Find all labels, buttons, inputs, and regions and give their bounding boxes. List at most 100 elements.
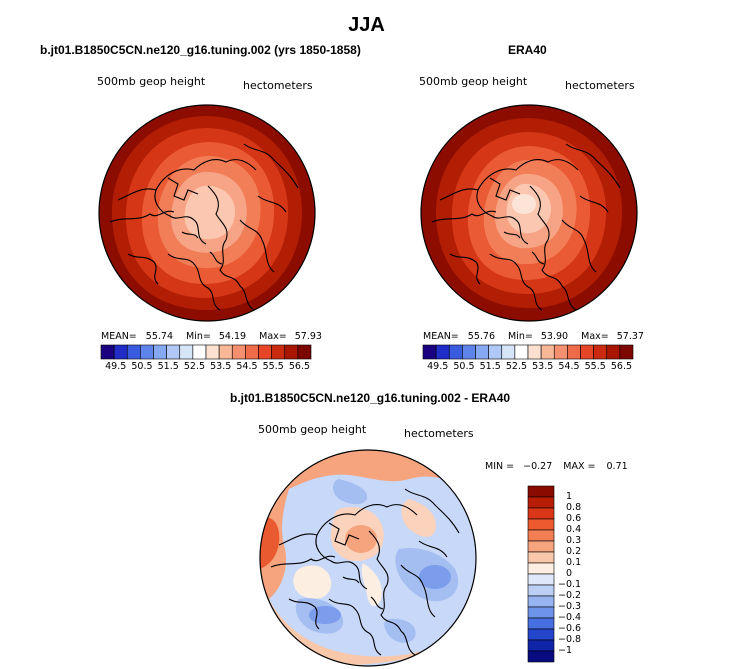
left-max-value: 57.93: [294, 331, 322, 342]
colorbar-swatch: [514, 344, 529, 360]
colorbar-swatch: [619, 344, 634, 360]
colorbar-swatch: [527, 650, 555, 663]
colorbar-swatch: [422, 344, 437, 360]
diff-units-label: hectometers: [404, 427, 474, 440]
colorbar-swatch: [205, 344, 220, 360]
diff-colorbar-ticks: 1 0.8 0.6 0.4 0.3 0.2 0.1 0 −0.1 −0.2 −0.3 −0.4 −0.6…: [558, 486, 620, 662]
colorbar-tick-label: 50.5: [131, 361, 153, 372]
colorbar-tick-label: 0.6: [566, 513, 582, 524]
colorbar-swatch: [580, 344, 594, 360]
colorbar-tick-label: 55.5: [584, 361, 606, 372]
colorbar-swatch: [231, 344, 246, 360]
colorbar-tick-label: 51.5: [479, 361, 501, 372]
colorbar-swatch: [501, 344, 516, 360]
colorbar-tick-label: 55.5: [262, 361, 284, 372]
colorbar-swatch: [448, 344, 463, 360]
colorbar-swatch: [567, 344, 581, 360]
diff-coastlines: [270, 488, 460, 656]
left-panel-title: b.jt01.B1850C5CN.ne120_g16.tuning.002 (y…: [40, 43, 361, 57]
colorbar-tick-label: 49.5: [105, 361, 127, 372]
colorbar-swatch: [284, 344, 299, 360]
colorbar-swatch: [527, 529, 555, 542]
colorbar-swatch: [100, 344, 115, 360]
left-variable-label: 500mb geop height: [97, 75, 206, 88]
colorbar-swatch: [166, 344, 181, 360]
colorbar-swatch: [179, 344, 194, 360]
diff-panel-title: b.jt01.B1850C5CN.ne120_g16.tuning.002 - …: [230, 391, 511, 405]
colorbar-swatch: [527, 540, 555, 553]
colorbar-swatch: [126, 344, 141, 360]
colorbar-swatch: [527, 573, 555, 586]
left-min-label: Min=: [186, 331, 211, 342]
diff-min-label: MIN =: [485, 461, 515, 472]
right-variable-label: 500mb geop height: [419, 75, 528, 88]
colorbar-tick-label: −0.4: [558, 612, 582, 623]
colorbar-tick-label: 0.1: [566, 557, 582, 568]
colorbar-tick-label: 54.5: [558, 361, 580, 372]
left-min-value: 54.19: [218, 331, 247, 342]
colorbar-swatch: [527, 485, 555, 498]
colorbar-tick-label: −0.2: [558, 590, 582, 601]
colorbar-swatch: [527, 584, 555, 597]
colorbar-tick-label: −0.3: [558, 601, 582, 612]
left-polar-map: [98, 104, 316, 322]
colorbar-tick-label: 0.8: [566, 502, 582, 513]
right-panel-title: ERA40: [508, 43, 547, 57]
colorbar-swatch: [462, 344, 476, 360]
colorbar-swatch: [192, 344, 207, 360]
colorbar-tick-label: 54.5: [236, 361, 258, 372]
right-colorbar: [422, 344, 634, 360]
colorbar-swatch: [245, 344, 259, 360]
left-units-label: hectometers: [243, 79, 313, 92]
colorbar-tick-label: 56.5: [288, 361, 311, 372]
colorbar-swatch: [527, 496, 555, 509]
colorbar-tick-label: −0.8: [558, 634, 582, 645]
colorbar-tick-label: −1: [558, 645, 573, 656]
colorbar-tick-label: 0.2: [566, 546, 582, 557]
right-min-label: Min=: [508, 331, 533, 342]
right-polar-map: [420, 104, 638, 322]
colorbar-swatch: [218, 344, 233, 360]
right-colorbar-ticks: 49.5 50.5 51.5 52.5 53.5 54.5 55.5 56.5: [423, 361, 633, 373]
colorbar-swatch: [297, 344, 312, 360]
colorbar-tick-label: 49.5: [427, 361, 449, 372]
colorbar-swatch: [527, 606, 555, 619]
colorbar-tick-label: 56.5: [610, 361, 633, 372]
colorbar-swatch: [553, 344, 568, 360]
colorbar-tick-label: 52.5: [505, 361, 528, 372]
colorbar-swatch: [527, 518, 555, 531]
colorbar-swatch: [153, 344, 167, 360]
colorbar-swatch: [258, 344, 272, 360]
left-max-label: Max=: [259, 331, 287, 342]
colorbar-tick-label: 53.5: [210, 361, 232, 372]
left-colorbar-ticks: 49.5 50.5 51.5 52.5 53.5 54.5 55.5 56.5: [101, 361, 311, 373]
right-min-value: 53.90: [540, 331, 569, 342]
right-mean-value: 55.76: [467, 331, 495, 342]
right-max-label: Max=: [581, 331, 609, 342]
colorbar-swatch: [475, 344, 489, 360]
colorbar-swatch: [527, 507, 555, 520]
colorbar-swatch: [527, 595, 555, 608]
right-max-value: 57.37: [616, 331, 644, 342]
diff-max-value: 0.71: [606, 461, 628, 472]
colorbar-tick-label: 1: [566, 491, 573, 502]
colorbar-tick-label: 0.4: [566, 524, 582, 535]
colorbar-swatch: [527, 344, 542, 360]
colorbar-swatch: [540, 344, 555, 360]
right-units-label: hectometers: [565, 79, 635, 92]
colorbar-tick-label: 52.5: [183, 361, 206, 372]
colorbar-swatch: [606, 344, 621, 360]
colorbar-swatch: [527, 617, 555, 630]
right-mean-label: MEAN=: [423, 331, 459, 342]
colorbar-tick-label: 0.3: [566, 535, 582, 546]
colorbar-swatch: [527, 639, 555, 652]
colorbar-tick-label: 50.5: [453, 361, 475, 372]
diff-polar-map: [259, 449, 477, 667]
left-colorbar: [100, 344, 312, 360]
diff-colorbar: [527, 485, 555, 663]
right-coastlines: [431, 143, 621, 311]
colorbar-swatch: [527, 551, 555, 564]
diff-max-label: MAX =: [563, 461, 596, 472]
colorbar-swatch: [593, 344, 608, 360]
figure-title: JJA: [348, 14, 385, 36]
